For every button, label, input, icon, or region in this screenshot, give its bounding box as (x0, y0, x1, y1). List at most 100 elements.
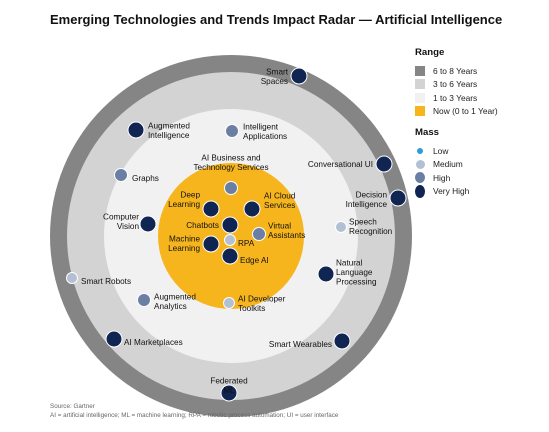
mass-dot-rpa (224, 234, 236, 246)
label-ai-marketplaces: AI Marketplaces (124, 338, 183, 347)
label-line: AI Cloud (264, 191, 296, 200)
mass-legend-label: Medium (433, 159, 463, 170)
label-line: Augmented (154, 292, 196, 301)
mass-dot-smart-wearables (333, 332, 351, 350)
mass-dot-virtual-assistants (252, 227, 266, 241)
range-legend-label: 1 to 3 Years (433, 92, 478, 103)
radar-item-rpa: RPA (224, 234, 255, 248)
label-line: Intelligence (148, 131, 190, 140)
range-swatch-now (415, 106, 425, 117)
range-legend-item: 6 to 8 Years (415, 64, 498, 78)
label-line: Conversational UI (308, 160, 373, 169)
range-swatch-1-3 (415, 92, 425, 103)
mass-legend-label: Very High (433, 186, 470, 197)
radar-item-deep-learning: Deep Learning (168, 190, 220, 218)
label-decision-intelligence: Decision Intelligence (346, 190, 388, 209)
label-line: Smart Robots (81, 277, 131, 286)
label-line: Spaces (261, 77, 288, 86)
radar-item-smart-robots: Smart Robots (66, 272, 131, 286)
mass-dot-graphs (114, 168, 128, 182)
radar-item-smart-wearables: Smart Wearables (269, 332, 351, 350)
label-line: Federated (210, 376, 248, 385)
label-line: Graphs (132, 174, 159, 183)
label-line: Vision (117, 222, 140, 231)
mass-dot-edge-ai (221, 247, 239, 265)
label-line: ML (223, 386, 235, 395)
mass-dot-computer-vision (139, 215, 157, 233)
label-line: Machine (169, 234, 200, 243)
label-line: RPA (238, 239, 255, 248)
label-line: Chatbots (186, 221, 219, 230)
range-legend-item: 3 to 6 Years (415, 78, 498, 92)
label-line: Virtual (268, 221, 291, 230)
label-line: Natural (336, 259, 363, 268)
range-legend-label: 6 to 8 Years (433, 65, 478, 76)
mass-legend-label: Low (433, 145, 449, 156)
label-rpa: RPA (238, 239, 255, 248)
label-line: Augmented (148, 121, 190, 130)
label-line: Edge AI (240, 256, 269, 265)
radar-item-augmented-analytics: Augmented Analytics (137, 292, 196, 311)
radar-item-ai-cloud-services: AI Cloud Services (243, 191, 296, 218)
label-line: Intelligence (346, 200, 388, 209)
label-line: Language (336, 268, 373, 277)
label-line: Smart Wearables (269, 340, 332, 349)
label-ai-developer-toolkits: AI Developer Toolkits (238, 294, 286, 313)
label-line: Deep (180, 190, 200, 199)
radar-item-speech-recognition: Speech Recognition (335, 217, 393, 236)
mass-legend-label: High (433, 172, 451, 183)
mass-legend-title: Mass (415, 127, 439, 138)
label-line: Decision (356, 190, 388, 199)
range-swatch-3-6 (415, 79, 425, 90)
mass-dot-deep-learning (202, 200, 220, 218)
mass-dot-ai-marketplaces (105, 330, 123, 348)
label-augmented-analytics: Augmented Analytics (154, 292, 196, 311)
mass-dot-ai-cloud-services (243, 200, 261, 218)
label-line: Learning (168, 244, 200, 253)
mass-dot-augmented-analytics (137, 293, 151, 307)
radar-item-graphs: Graphs (114, 168, 159, 183)
mass-dot-conversational-ui (375, 155, 393, 173)
mass-legend-item: Medium (415, 158, 469, 172)
range-legend-item: Now (0 to 1 Year) (415, 105, 498, 119)
mass-dot-decision-intelligence (389, 189, 407, 207)
label-ai-cloud-services: AI Cloud Services (264, 191, 296, 210)
label-smart-wearables: Smart Wearables (269, 340, 332, 349)
mass-legend-item: Very High (415, 184, 470, 199)
mass-dot-smart-robots (66, 272, 78, 284)
label-intelligent-applications: Intelligent Applications (243, 122, 287, 141)
label-line: Computer (103, 212, 139, 221)
label-line: Learning (168, 200, 200, 209)
label-line: Services (264, 201, 295, 210)
radar-item-ai-developer-toolkits: AI Developer Toolkits (223, 294, 286, 313)
label-line: Processing (336, 278, 377, 287)
radar-item-decision-intelligence: Decision Intelligence (346, 189, 407, 209)
mass-dot-natural-language-processing (317, 265, 335, 283)
label-deep-learning: Deep Learning (168, 190, 200, 209)
label-line: AI Marketplaces (124, 338, 183, 347)
source-note: Source: Gartner (50, 403, 95, 410)
mass-dot-federated-ml (220, 384, 238, 402)
label-line: Smart (266, 67, 289, 76)
label-line: Applications (243, 132, 287, 141)
label-line: AI Developer (238, 294, 286, 303)
radar-item-natural-language-processing: Natural Language Processing (317, 259, 377, 287)
mass-dot-ai-business-and-technology-services (224, 181, 238, 195)
label-line: Recognition (349, 227, 393, 236)
radar-item-smart-spaces: Smart Spaces (261, 67, 308, 86)
mass-dot-chatbots (221, 216, 239, 234)
range-swatch-6-8 (415, 65, 425, 76)
range-legend-title: Range (415, 47, 445, 58)
radar-item-augmented-intelligence: Augmented Intelligence (127, 121, 190, 140)
mass-dot-low (417, 147, 423, 154)
mass-legend: Mass Low Medium High Very High (415, 127, 469, 198)
mass-legend-item: High (415, 171, 469, 185)
range-legend-label: 3 to 6 Years (433, 79, 478, 90)
figure-footer: Source: Gartner AI = artificial intellig… (50, 402, 338, 420)
label-speech-recognition: Speech Recognition (349, 217, 393, 236)
label-line: Analytics (154, 302, 187, 311)
radar-item-edge-ai: Edge AI (221, 247, 269, 265)
label-line: AI Business and (201, 153, 261, 162)
